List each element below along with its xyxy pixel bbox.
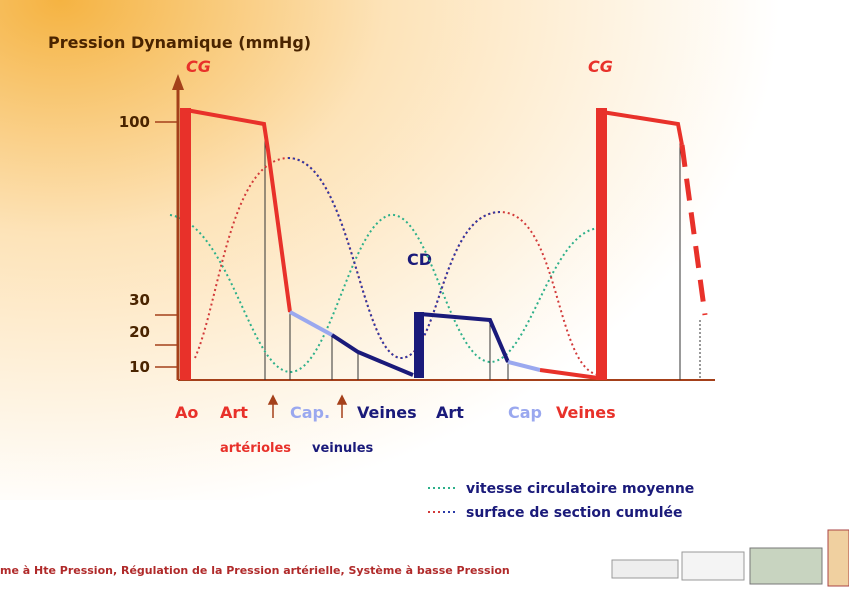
bar — [414, 312, 424, 378]
bar — [596, 108, 607, 380]
x-label: Veines — [357, 403, 417, 422]
logo — [682, 552, 744, 580]
sub-label: artérioles — [220, 441, 291, 456]
bar — [180, 108, 191, 380]
logo-figure — [828, 530, 849, 586]
tick-label: 20 — [129, 323, 150, 341]
tick-label: 30 — [129, 291, 150, 309]
title: Pression Dynamique (mmHg) — [48, 33, 311, 52]
x-label: Veines — [556, 403, 616, 422]
marker: CG — [588, 57, 613, 76]
footer: me à Hte Pression, Régulation de la Pres… — [0, 564, 510, 577]
x-label: Art — [220, 403, 248, 422]
legend-text: vitesse circulatoire moyenne — [466, 481, 694, 497]
logo — [612, 560, 678, 578]
marker: CD — [407, 250, 432, 269]
x-label: Ao — [175, 403, 198, 422]
tick-label: 10 — [129, 358, 150, 376]
legend-text: surface de section cumulée — [466, 505, 683, 521]
sub-label: veinules — [312, 441, 374, 456]
x-label: Art — [436, 403, 464, 422]
x-label: Cap. — [290, 403, 330, 422]
slide: Pression Dynamique (mmHg) CG CG CD 100 3… — [0, 0, 849, 593]
marker: CG — [186, 57, 211, 76]
logo-photo — [750, 548, 822, 584]
tick-label: 100 — [119, 113, 150, 131]
x-label: Cap — [508, 403, 542, 422]
